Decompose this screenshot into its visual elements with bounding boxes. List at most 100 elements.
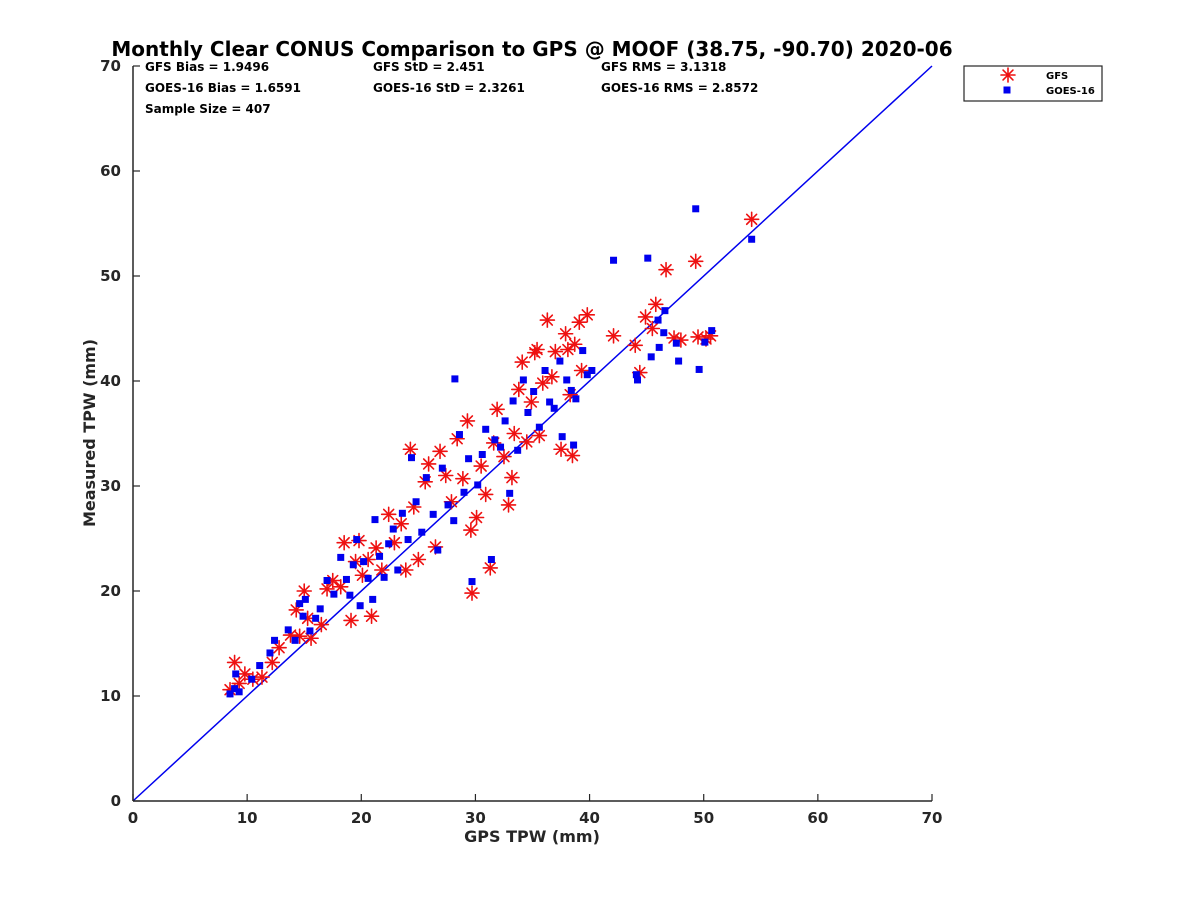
- gfs-point: [658, 261, 674, 278]
- goes16-point: [675, 357, 683, 365]
- goes16-point: [579, 347, 587, 355]
- goes16-point: [306, 627, 314, 635]
- goes16-point: [248, 675, 256, 683]
- goes16-point: [465, 455, 473, 463]
- legend-box: [963, 65, 1103, 102]
- goes16-point: [654, 316, 662, 324]
- goes16-point: [271, 636, 279, 644]
- goes16-point: [422, 474, 430, 482]
- goes16-point: [661, 307, 669, 315]
- y-tick-label: 0: [111, 792, 121, 810]
- goes16-point: [235, 688, 243, 696]
- gfs-point: [489, 401, 505, 418]
- goes16-point: [337, 553, 345, 561]
- chart-title: Monthly Clear CONUS Comparison to GPS @ …: [111, 37, 952, 61]
- x-tick-label: 10: [237, 809, 258, 827]
- goes16-point: [701, 338, 709, 346]
- goes16-point: [404, 536, 412, 544]
- gfs-point: [506, 425, 523, 442]
- goes16-point: [632, 371, 640, 379]
- gfs-point: [405, 499, 422, 515]
- goes16-point: [385, 540, 393, 548]
- gfs-point: [473, 458, 489, 474]
- goes16-point: [588, 367, 596, 374]
- gfs-point: [560, 341, 576, 358]
- goes16-point: [497, 443, 505, 451]
- goes16-point: [353, 536, 361, 544]
- goes16-point: [556, 357, 564, 365]
- stat-goes-std: GOES-16 StD = 2.3261: [373, 81, 525, 95]
- stat-gfs-rms: GFS RMS = 3.1318: [601, 60, 726, 74]
- gfs-point: [644, 320, 661, 337]
- goes16-point: [451, 375, 459, 383]
- goes16-point: [266, 649, 274, 657]
- gfs-point: [477, 486, 494, 503]
- goes16-point: [514, 446, 522, 454]
- goes16-point: [371, 516, 379, 524]
- gfs-point: [368, 540, 384, 556]
- gfs-point: [605, 328, 622, 344]
- gfs-point: [687, 253, 704, 270]
- gfs-point: [539, 312, 556, 328]
- legend-label-goes16: GOES-16: [1046, 86, 1095, 97]
- one-to-one-line: [132, 65, 933, 802]
- goes16-point: [450, 517, 458, 525]
- gfs-point: [336, 534, 352, 551]
- goes16-point: [572, 395, 580, 403]
- goes16-point: [330, 590, 338, 598]
- gfs-point: [511, 381, 527, 398]
- gfs-point: [271, 639, 287, 656]
- gfs-point: [518, 434, 535, 450]
- y-tick-label: 40: [100, 372, 121, 390]
- gfs-point: [410, 551, 427, 568]
- x-tick-label: 50: [693, 809, 714, 827]
- series-gfs: [222, 211, 760, 698]
- gfs-point: [564, 447, 581, 464]
- gfs-point: [296, 583, 313, 599]
- gfs-point: [455, 470, 471, 487]
- stat-sample-size: Sample Size = 407: [145, 102, 271, 116]
- goes16-point: [342, 575, 350, 583]
- goes16-point: [563, 376, 571, 384]
- legend-label-gfs: GFS: [1046, 71, 1068, 82]
- goes16-point: [408, 454, 416, 462]
- goes16-point: [692, 205, 700, 213]
- y-tick-label: 30: [100, 477, 121, 495]
- goes16-point: [296, 600, 304, 608]
- y-tick-label: 70: [100, 57, 121, 75]
- gfs-point: [627, 337, 644, 354]
- gfs-point: [523, 394, 540, 410]
- goes16-point: [291, 636, 299, 644]
- gfs-point: [459, 413, 476, 429]
- goes16-point: [487, 556, 495, 563]
- gfs-point: [363, 608, 380, 625]
- legend-marker-goes16: [1003, 86, 1011, 94]
- goes16-point: [418, 528, 426, 536]
- gfs-point: [482, 560, 499, 576]
- goes16-point: [434, 546, 442, 554]
- goes16-point: [567, 386, 575, 394]
- gfs-point: [402, 441, 419, 458]
- gfs-point: [226, 654, 243, 671]
- goes16-point: [541, 367, 549, 374]
- gfs-point: [332, 578, 349, 595]
- goes16-point: [226, 690, 234, 698]
- gfs-point: [547, 343, 564, 360]
- gfs-point: [743, 211, 760, 228]
- goes16-point: [356, 602, 364, 610]
- goes16-point: [482, 425, 490, 433]
- goes16-point: [558, 433, 566, 441]
- stat-gfs-bias: GFS Bias = 1.9496: [145, 60, 269, 74]
- goes16-point: [570, 441, 578, 449]
- goes16-point: [316, 605, 324, 613]
- legend-asterisk: [1000, 67, 1016, 83]
- y-tick-label: 60: [100, 162, 121, 180]
- reference-layer: [132, 65, 933, 802]
- goes16-point: [360, 558, 368, 566]
- gfs-point: [579, 307, 596, 323]
- goes16-point: [376, 552, 384, 560]
- axes-layer: [132, 66, 932, 802]
- gfs-point: [264, 654, 281, 671]
- goes16-point: [748, 235, 756, 243]
